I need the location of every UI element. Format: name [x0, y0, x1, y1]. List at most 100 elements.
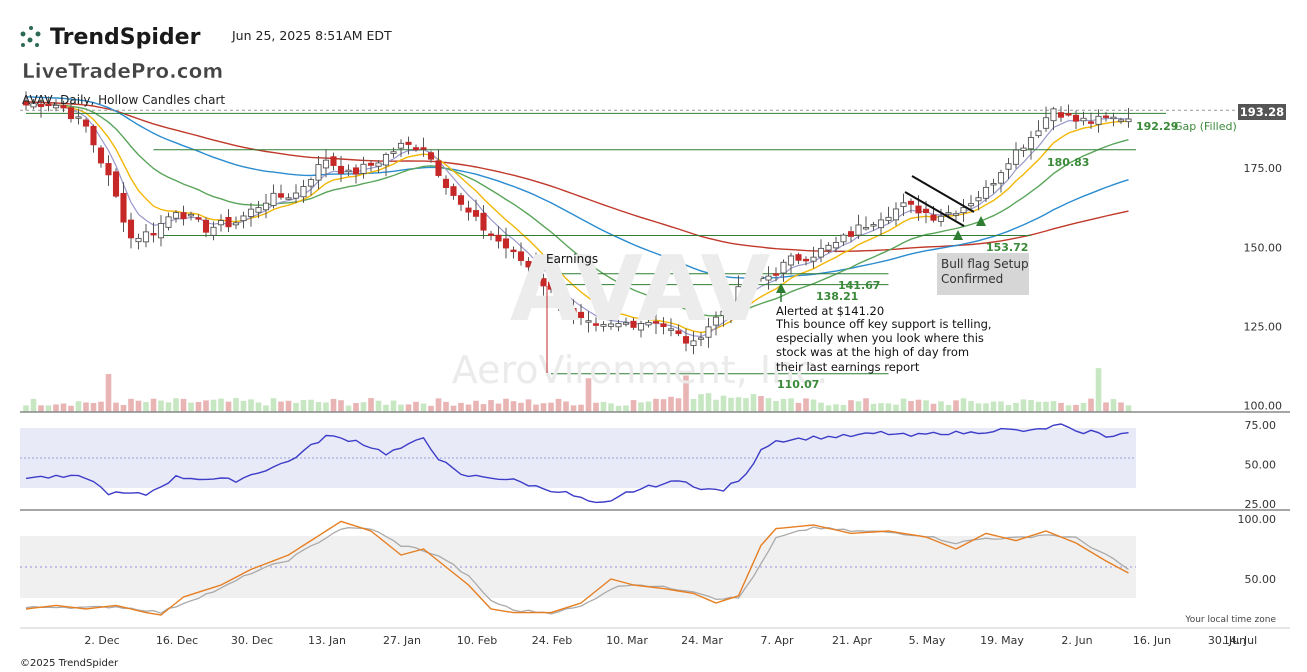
candle-body	[97, 147, 105, 164]
candle-body	[1110, 116, 1117, 120]
candle-body	[705, 326, 712, 338]
candle-body	[630, 320, 637, 328]
volume-bar	[1065, 405, 1072, 412]
stoch-pane: 50.00 100.00	[20, 513, 1277, 616]
bull-flag-line-1: Bull flag Setup	[941, 257, 1029, 271]
candle-body	[892, 208, 900, 221]
volume-bar	[1050, 401, 1057, 412]
price-pane: 100.00 125.00 150.00 175.00	[20, 70, 1290, 413]
candle-body	[382, 154, 390, 166]
x-tick-label: 2. Jun	[1061, 634, 1092, 647]
volume-bar	[675, 398, 682, 412]
candle-body	[922, 208, 930, 214]
candle-body	[37, 103, 45, 108]
candle-body	[142, 231, 150, 243]
candle-body	[840, 234, 847, 243]
stoch-k-line	[25, 520, 1129, 616]
x-tick-label: 27. Jan	[383, 634, 421, 647]
x-tick-label: 2. Dec	[84, 634, 119, 647]
volume-bar	[263, 405, 269, 412]
volume-bar	[450, 405, 457, 412]
volume-bar	[750, 394, 757, 412]
volume-bar	[818, 402, 824, 412]
stoch-d-line	[25, 526, 1129, 615]
volume-bar	[315, 401, 322, 412]
volume-bar	[960, 398, 967, 412]
candle-body	[262, 202, 270, 211]
volume-bar	[120, 405, 127, 412]
candle-body	[952, 213, 960, 216]
stoch-tick-label: 50.00	[1245, 573, 1277, 586]
candle-body	[900, 202, 907, 208]
volume-bar	[330, 398, 337, 412]
x-tick-label: 16. Jun	[1133, 634, 1171, 647]
candle-body	[577, 311, 585, 319]
candle-body	[615, 323, 622, 328]
candle-body	[225, 217, 232, 228]
volume-bar	[60, 403, 67, 412]
candle-body	[772, 273, 780, 276]
volume-bar	[435, 398, 442, 412]
volume-bar	[780, 398, 787, 412]
candle-body	[532, 263, 540, 278]
volume-bar	[128, 398, 134, 412]
candle-body	[1072, 114, 1080, 122]
volume-bar	[1110, 399, 1117, 412]
candle-body	[817, 247, 825, 258]
volume-bar	[473, 400, 479, 412]
candle-body	[420, 147, 427, 150]
candle-body	[1042, 117, 1050, 129]
volume-bar	[390, 400, 397, 412]
volume-bar	[210, 399, 217, 412]
candle-body	[135, 237, 142, 243]
volume-bar	[1073, 404, 1079, 412]
candle-body	[690, 340, 697, 346]
volume-bar	[765, 398, 772, 412]
candle-body	[322, 159, 330, 169]
candle-body	[352, 167, 360, 175]
x-tick-label: 14. Jul	[1223, 634, 1257, 647]
volume-bar	[165, 402, 172, 412]
volume-bar	[233, 398, 239, 412]
volume-bar	[1125, 405, 1132, 412]
volume-bar	[870, 403, 877, 412]
volume-bar	[983, 403, 989, 412]
candle-body	[472, 210, 480, 217]
candle-body	[997, 172, 1005, 184]
candle-body	[112, 171, 120, 197]
level-138: 138.21	[816, 290, 858, 303]
x-tick-label: 30. Dec	[231, 634, 273, 647]
volume-bar	[540, 403, 547, 412]
candle-body	[480, 212, 487, 231]
volume-bar	[908, 401, 914, 412]
x-tick-label: 24. Mar	[681, 634, 723, 647]
gap-label: Gap (Filled)	[1174, 120, 1237, 133]
trendspider-logo-icon	[20, 26, 41, 47]
candle-body	[330, 156, 337, 166]
candle-body	[750, 275, 757, 282]
candle-body	[525, 260, 532, 268]
candle-body	[982, 186, 990, 199]
volume-bar	[893, 404, 899, 412]
candle-body	[285, 197, 292, 200]
candle-body	[172, 212, 180, 219]
candle-body	[960, 207, 967, 214]
volume-bar	[98, 401, 104, 412]
volume-bar	[278, 401, 284, 412]
volume-bar	[810, 399, 817, 412]
price-axis: 100.00 125.00 150.00 175.00	[1244, 162, 1283, 412]
volume-bar	[360, 402, 367, 412]
volume-bar	[225, 401, 232, 412]
volume-bar	[1028, 400, 1034, 412]
volume-bar	[353, 403, 359, 412]
candle-body	[412, 147, 420, 151]
volume-bar	[1080, 402, 1087, 412]
candle-body	[1080, 117, 1087, 122]
volume-bar	[713, 399, 719, 412]
last-price-label: 193.28	[1240, 105, 1284, 119]
header: TrendSpider Jun 25, 2025 8:51AM EDT Live…	[20, 25, 392, 107]
ma-blue-line	[25, 96, 1129, 279]
candle-body	[202, 219, 210, 233]
candle-body	[937, 215, 945, 222]
candle-body	[975, 197, 982, 202]
